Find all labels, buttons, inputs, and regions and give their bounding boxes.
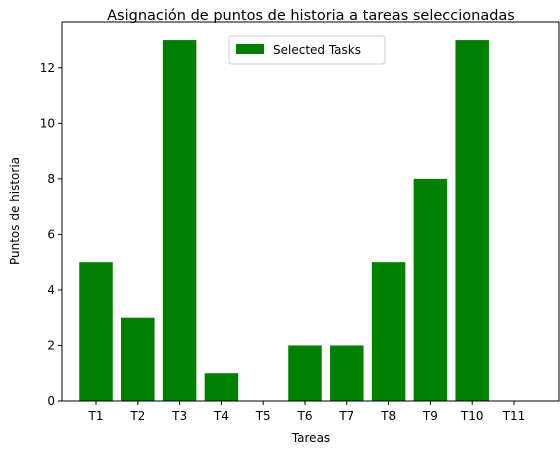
x-axis: T1 T2 T3 T4 T5 T6 T7 T8 T9 T10 T11: [88, 401, 526, 423]
x-tick-label-t8: T8: [380, 409, 396, 423]
legend-swatch: [236, 44, 264, 54]
y-tick-label-12: 12: [40, 61, 55, 75]
bar-t10: [455, 40, 489, 402]
y-axis: 0 2 4 6 8 10 12: [40, 61, 62, 408]
y-axis-label: Puntos de historia: [8, 157, 22, 265]
bar-t2: [121, 317, 155, 401]
x-tick-label-t3: T3: [171, 409, 187, 423]
x-tick-label-t6: T6: [297, 409, 313, 423]
bars-group: [79, 40, 489, 402]
y-tick-label-2: 2: [47, 338, 55, 352]
y-tick-label-6: 6: [47, 227, 55, 241]
x-tick-label-t5: T5: [255, 409, 271, 423]
x-tick-label-t10: T10: [460, 409, 484, 423]
bar-t6: [288, 345, 322, 401]
bar-t3: [162, 40, 197, 402]
y-tick-label-10: 10: [40, 116, 55, 130]
x-tick-label-t4: T4: [213, 409, 229, 423]
x-tick-label-t9: T9: [422, 409, 438, 423]
y-tick-label-8: 8: [47, 172, 55, 186]
bar-t4: [204, 373, 239, 401]
x-tick-label-t7: T7: [338, 409, 354, 423]
bar-t1: [79, 262, 113, 401]
bar-t7: [330, 345, 364, 401]
bar-t8: [371, 262, 406, 401]
x-tick-label-t2: T2: [129, 409, 145, 423]
bar-t9: [413, 178, 448, 401]
y-tick-label-0: 0: [47, 394, 55, 408]
x-tick-label-t11: T11: [502, 409, 526, 423]
x-axis-label: Tareas: [291, 431, 330, 445]
legend: Selected Tasks: [228, 35, 386, 65]
y-tick-label-4: 4: [47, 283, 55, 297]
legend-label: Selected Tasks: [273, 43, 361, 57]
plot-frame: [61, 21, 560, 402]
x-tick-label-t1: T1: [88, 409, 104, 423]
chart-title: Asignación de puntos de historia a tarea…: [107, 8, 515, 24]
legend-box: [228, 35, 386, 65]
